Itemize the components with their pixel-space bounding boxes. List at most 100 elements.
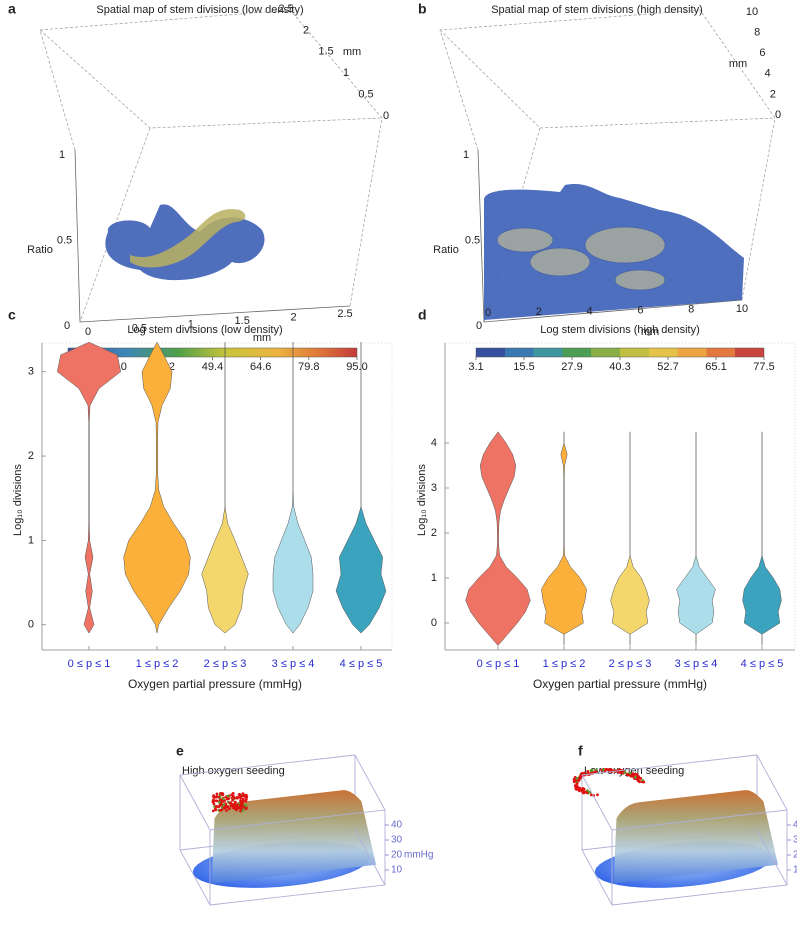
cell [244, 793, 248, 797]
y-tick-label: 1 [28, 534, 34, 546]
x-tick-label: 1 [188, 319, 194, 331]
cell [623, 771, 627, 774]
cell [633, 775, 637, 779]
cell [625, 773, 629, 776]
cell [637, 779, 641, 783]
colorbar-tick-label: 77.5 [753, 361, 774, 373]
depth-tick-label: 2.5 [278, 3, 293, 15]
z-tick-label: 1 [59, 149, 65, 161]
depth-tick-label: 2 [303, 24, 309, 36]
z-axis-label: Ratio [27, 244, 53, 256]
panel-letter: a [8, 1, 16, 17]
depth-axis-label: mm [343, 46, 361, 58]
cell [604, 768, 608, 771]
x-tick-label: 2 ≤ p ≤ 3 [204, 658, 247, 670]
box-edge [581, 774, 613, 831]
x-tick-label: 4 [587, 305, 593, 317]
oxygen-ridge [211, 790, 376, 884]
x-tick-label: 10 [736, 303, 748, 315]
y-tick-label: 0 [28, 619, 34, 631]
violin [335, 342, 387, 634]
colorbar [475, 347, 765, 358]
panel-letter: f [578, 743, 583, 759]
z-unit-label: mmHg [404, 850, 433, 861]
axis-edge [74, 149, 351, 323]
cell [245, 797, 248, 801]
cell [574, 787, 578, 791]
y-tick-label: 2 [431, 527, 437, 539]
violin [57, 341, 121, 634]
cell [601, 768, 605, 771]
cell [219, 808, 222, 812]
y-tick-label: 0 [431, 617, 437, 629]
cell [236, 796, 239, 800]
x-axis-label: Oxygen partial pressure (mmHg) [533, 677, 707, 691]
x-tick-label: 6 [637, 305, 643, 317]
cell [240, 794, 244, 798]
x-tick-label: 3 ≤ p ≤ 4 [675, 658, 718, 670]
cell [637, 775, 640, 779]
depth-tick-label: 0.5 [358, 89, 373, 101]
colorbar-tick-label: 52.7 [657, 361, 678, 373]
y-axis-label: Log₁₀ divisions [416, 464, 428, 536]
axis-edge [477, 149, 743, 323]
violin [272, 342, 314, 634]
panel-letter: e [176, 743, 184, 759]
cell [628, 771, 632, 775]
y-axis-label: Log₁₀ divisions [12, 464, 24, 536]
box-edge [756, 829, 788, 886]
bounding-box [439, 9, 776, 301]
chart-title: Log stem divisions (low density) [127, 324, 282, 336]
cell [211, 809, 215, 813]
z-tick-label: 0.5 [465, 234, 480, 246]
x-tick-label: 3 ≤ p ≤ 4 [272, 658, 315, 670]
violin [676, 431, 716, 646]
y-tick-label: 3 [431, 482, 437, 494]
chart-title: Log stem divisions (high density) [540, 324, 700, 336]
x-tick-label: 2.5 [337, 308, 352, 320]
violin [465, 431, 531, 646]
cell [233, 806, 236, 809]
cell [233, 800, 237, 804]
box-edge [756, 754, 788, 811]
z-tick-label: 30 [793, 835, 797, 846]
cell [222, 797, 225, 801]
cell [239, 806, 242, 810]
colorbar-tick-label: 95.0 [346, 361, 367, 373]
box-edge [179, 774, 211, 831]
cell [578, 786, 582, 790]
depth-tick-label: 0 [775, 109, 781, 121]
surface-contour [529, 247, 591, 277]
chart-title: Spatial map of stem divisions (low densi… [96, 4, 303, 16]
cell [215, 799, 219, 803]
depth-tick-label: 6 [759, 47, 765, 59]
cell [609, 768, 613, 772]
cell [594, 770, 598, 774]
x-tick-label: 0 ≤ p ≤ 1 [68, 658, 111, 670]
x-tick-label: 4 ≤ p ≤ 5 [741, 658, 784, 670]
cell [582, 787, 586, 791]
cell [239, 809, 242, 813]
cell [575, 782, 579, 785]
colorbar-tick-label: 27.9 [561, 361, 582, 373]
cell [231, 798, 235, 802]
cell [225, 797, 229, 801]
cell [632, 773, 635, 777]
box-edge [209, 809, 386, 831]
cell [232, 795, 235, 798]
cell [217, 805, 221, 808]
cell [227, 807, 231, 811]
cell [642, 780, 646, 784]
cell [619, 771, 622, 775]
cell [239, 799, 242, 803]
cell [582, 791, 586, 795]
z-tick-label: 0.5 [57, 234, 72, 246]
cell [214, 795, 218, 799]
cell [217, 800, 221, 804]
panel-letter: c [8, 307, 16, 323]
cell [226, 794, 230, 798]
violin [742, 431, 782, 646]
cell [577, 789, 581, 793]
cell [580, 772, 584, 775]
cell [579, 774, 583, 778]
